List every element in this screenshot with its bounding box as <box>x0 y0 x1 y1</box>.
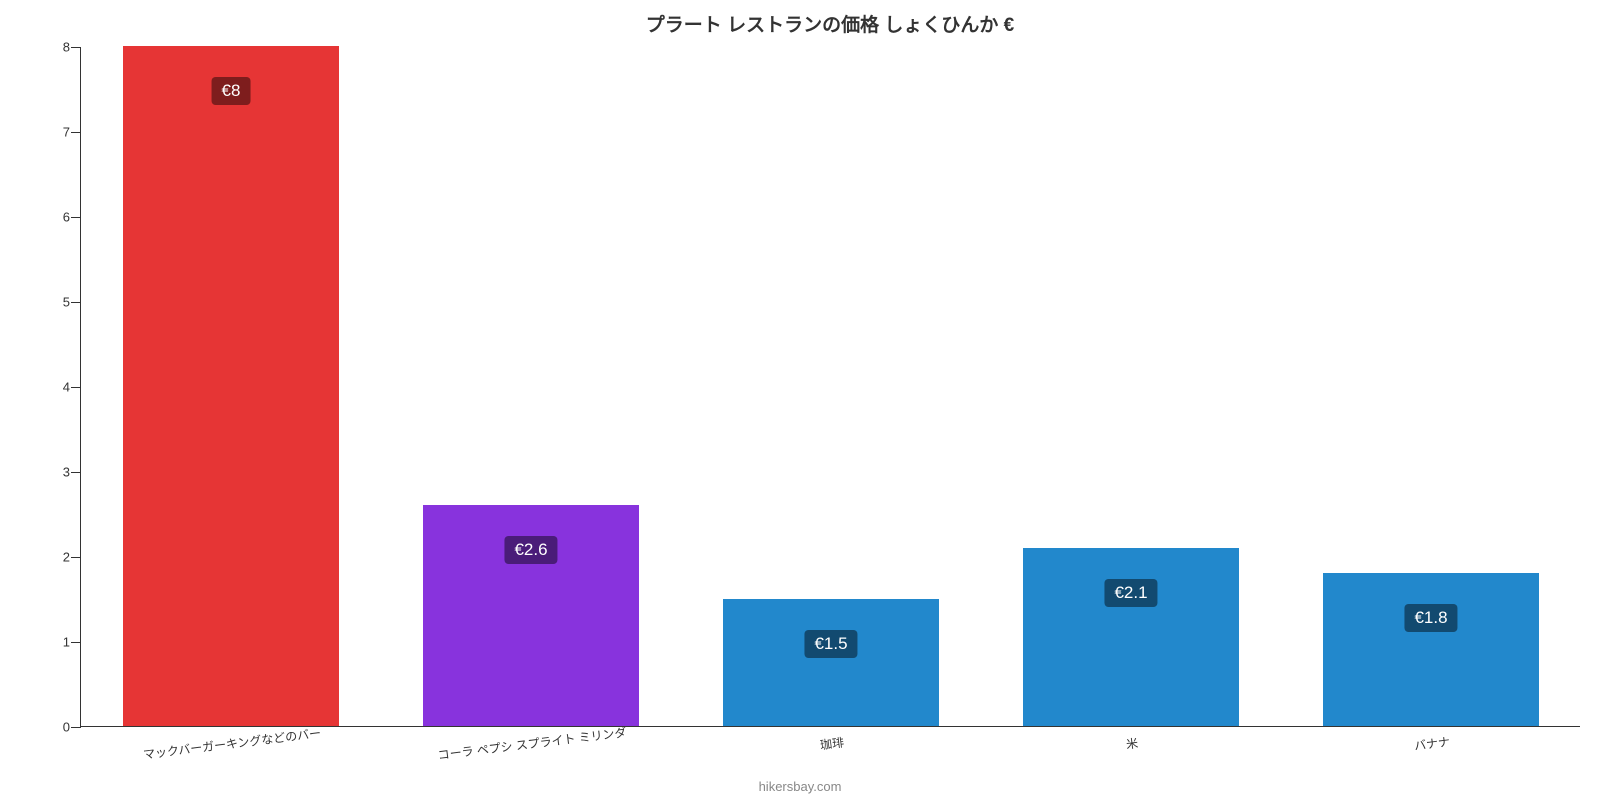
chart-title: プラート レストランの価格 しょくひんか € <box>80 10 1580 37</box>
y-axis-label: 8 <box>63 40 70 55</box>
bar <box>123 46 339 726</box>
y-axis-label: 6 <box>63 210 70 225</box>
y-axis-label: 7 <box>63 125 70 140</box>
y-axis-label: 2 <box>63 550 70 565</box>
y-tick <box>71 642 81 643</box>
y-tick <box>71 557 81 558</box>
y-tick <box>71 217 81 218</box>
plot-area: 012345678€8マックバーガーキングなどのバー€2.6コーラ ペプシ スプ… <box>80 47 1580 727</box>
y-axis-label: 3 <box>63 465 70 480</box>
y-tick <box>71 727 81 728</box>
value-badge: €1.5 <box>804 630 857 658</box>
x-axis-label: バナナ <box>1413 733 1451 754</box>
bar <box>1023 548 1239 727</box>
x-axis-label: マックバーガーキングなどのバー <box>142 724 322 763</box>
y-tick <box>71 387 81 388</box>
value-badge: €8 <box>212 77 251 105</box>
x-axis-label: 米 <box>1125 734 1139 752</box>
value-badge: €2.6 <box>504 536 557 564</box>
value-badge: €1.8 <box>1404 604 1457 632</box>
y-axis-label: 1 <box>63 635 70 650</box>
x-axis-label: 珈琲 <box>819 734 845 754</box>
attribution-text: hikersbay.com <box>759 779 842 794</box>
y-axis-label: 5 <box>63 295 70 310</box>
bar <box>723 599 939 727</box>
y-tick <box>71 47 81 48</box>
bar <box>1323 573 1539 726</box>
x-axis-label: コーラ ペプシ スプライト ミリンダ <box>437 723 628 763</box>
chart-container: プラート レストランの価格 しょくひんか € 012345678€8マックバーガ… <box>80 10 1580 770</box>
y-axis-label: 4 <box>63 380 70 395</box>
y-tick <box>71 472 81 473</box>
y-tick <box>71 302 81 303</box>
y-tick <box>71 132 81 133</box>
y-axis-label: 0 <box>63 720 70 735</box>
value-badge: €2.1 <box>1104 579 1157 607</box>
